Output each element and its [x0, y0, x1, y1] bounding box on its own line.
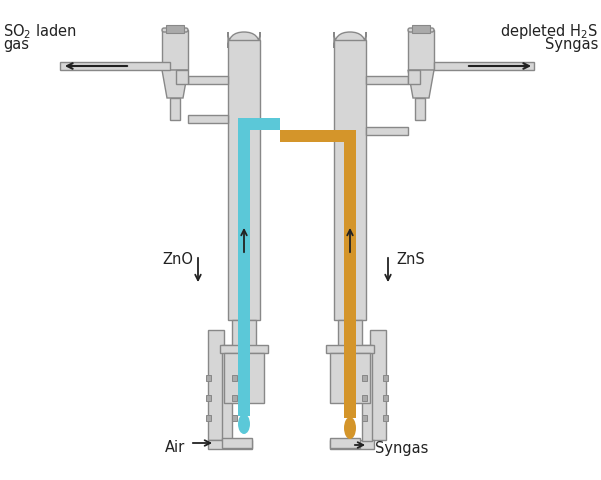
- Bar: [362, 345, 372, 441]
- Bar: [238, 118, 280, 130]
- Text: SO$_2$ laden: SO$_2$ laden: [3, 22, 77, 41]
- Bar: [330, 353, 370, 403]
- Bar: [362, 375, 367, 381]
- Bar: [220, 345, 268, 353]
- Bar: [412, 25, 430, 33]
- Bar: [206, 375, 211, 381]
- Bar: [232, 395, 237, 401]
- Bar: [366, 127, 408, 135]
- Bar: [280, 130, 344, 142]
- Bar: [222, 438, 252, 448]
- Bar: [408, 70, 420, 84]
- Bar: [232, 375, 237, 381]
- Text: Air: Air: [165, 441, 185, 456]
- Bar: [228, 40, 260, 320]
- FancyBboxPatch shape: [228, 32, 260, 48]
- Bar: [383, 415, 388, 421]
- Bar: [188, 115, 228, 123]
- Bar: [206, 415, 211, 421]
- Bar: [330, 440, 374, 449]
- Polygon shape: [162, 70, 188, 98]
- Bar: [415, 98, 425, 120]
- Bar: [170, 98, 180, 120]
- Ellipse shape: [344, 417, 356, 439]
- Bar: [232, 415, 237, 421]
- Polygon shape: [408, 70, 434, 98]
- Bar: [408, 30, 434, 70]
- FancyBboxPatch shape: [334, 32, 366, 48]
- Text: ZnO: ZnO: [162, 252, 193, 267]
- Text: Syngas: Syngas: [545, 37, 598, 52]
- FancyBboxPatch shape: [162, 28, 188, 32]
- Bar: [366, 76, 408, 84]
- Bar: [370, 330, 386, 440]
- Bar: [434, 62, 534, 70]
- Bar: [224, 353, 264, 403]
- Text: gas: gas: [3, 37, 29, 52]
- Bar: [344, 130, 356, 418]
- FancyBboxPatch shape: [408, 28, 434, 32]
- Bar: [162, 30, 188, 70]
- Bar: [222, 345, 232, 441]
- Bar: [60, 62, 170, 70]
- Bar: [166, 25, 184, 33]
- Bar: [208, 440, 252, 449]
- Bar: [208, 330, 224, 440]
- Text: depleted H$_2$S: depleted H$_2$S: [500, 22, 598, 41]
- Bar: [383, 375, 388, 381]
- Bar: [362, 395, 367, 401]
- Bar: [188, 76, 228, 84]
- Bar: [176, 70, 188, 84]
- Text: Syngas: Syngas: [375, 441, 429, 456]
- Text: ZnS: ZnS: [396, 252, 425, 267]
- Bar: [330, 438, 360, 448]
- Bar: [338, 320, 362, 350]
- Bar: [362, 415, 367, 421]
- Bar: [334, 40, 366, 320]
- Ellipse shape: [238, 414, 250, 434]
- Bar: [383, 395, 388, 401]
- Bar: [206, 395, 211, 401]
- Bar: [326, 345, 374, 353]
- Bar: [238, 118, 250, 416]
- Bar: [232, 320, 256, 350]
